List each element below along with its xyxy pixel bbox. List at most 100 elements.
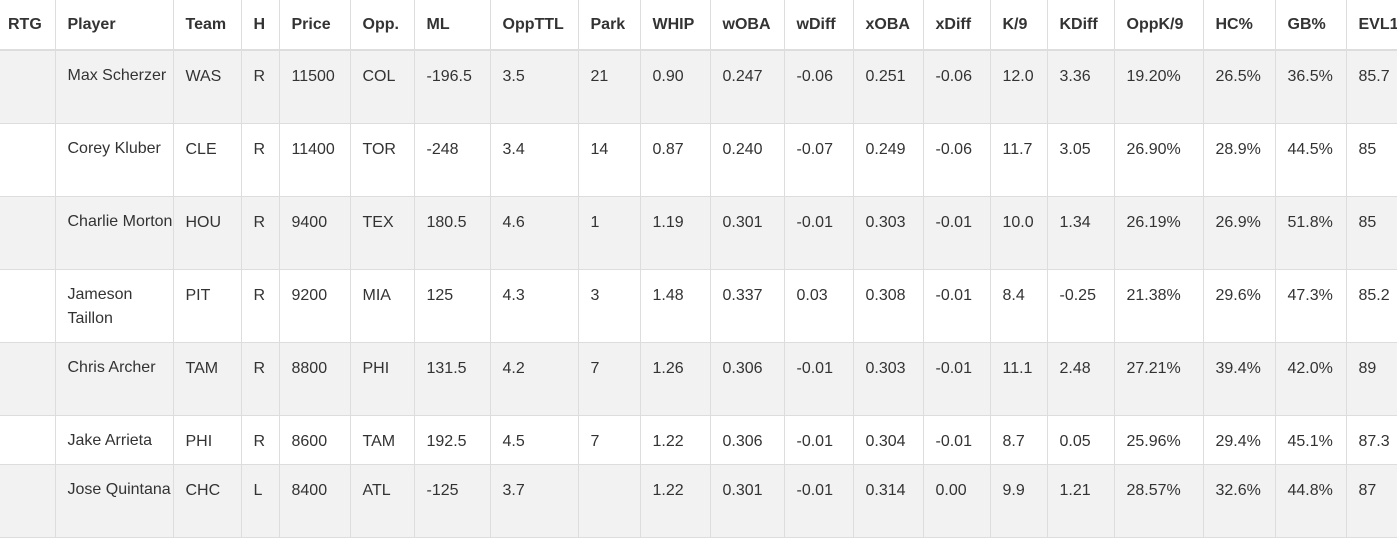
column-header-team[interactable]: Team: [173, 0, 242, 51]
column-header-player[interactable]: Player: [55, 0, 174, 51]
cell-whip: 1.19: [640, 196, 711, 270]
cell-rtg: [0, 196, 56, 270]
cell-opp: TAM: [350, 415, 415, 465]
column-header-wdiff[interactable]: wDiff: [784, 0, 854, 51]
cell-player: Jake Arrieta: [55, 415, 174, 465]
cell-oppttl: 4.3: [490, 269, 579, 343]
cell-woba: 0.301: [710, 196, 785, 270]
column-header-xdiff[interactable]: xDiff: [923, 0, 991, 51]
cell-k9: 12.0: [990, 50, 1048, 124]
cell-woba: 0.247: [710, 50, 785, 124]
cell-team: WAS: [173, 50, 242, 124]
column-header-xoba[interactable]: xOBA: [853, 0, 924, 51]
cell-team: CHC: [173, 464, 242, 538]
cell-k9: 8.4: [990, 269, 1048, 343]
cell-player: Jose Quintana: [55, 464, 174, 538]
cell-wdiff: -0.01: [784, 415, 854, 465]
cell-ml: -196.5: [414, 50, 491, 124]
column-header-opp[interactable]: Opp.: [350, 0, 415, 51]
cell-opp: TEX: [350, 196, 415, 270]
table-row[interactable]: Jameson Taillon PIT R 9200 MIA 125 4.3 3 1.48 0.3…: [0, 269, 1397, 343]
cell-hand: R: [241, 269, 280, 343]
cell-park: 3: [578, 269, 641, 343]
cell-rtg: [0, 464, 56, 538]
column-header-gb[interactable]: GB%: [1275, 0, 1347, 51]
cell-whip: 1.26: [640, 342, 711, 416]
cell-wdiff: 0.03: [784, 269, 854, 343]
table-row[interactable]: Charlie Morton HOU R 9400 TEX 180.5 4.6 1 1.19 0.…: [0, 196, 1397, 270]
cell-team: TAM: [173, 342, 242, 416]
cell-gb: 36.5%: [1275, 50, 1347, 124]
column-header-woba[interactable]: wOBA: [710, 0, 785, 51]
cell-evl: 85: [1346, 123, 1397, 197]
cell-hand: R: [241, 50, 280, 124]
cell-woba: 0.306: [710, 342, 785, 416]
cell-xdiff: 0.00: [923, 464, 991, 538]
cell-xdiff: -0.06: [923, 123, 991, 197]
cell-oppk9: 21.38%: [1114, 269, 1204, 343]
cell-opp: ATL: [350, 464, 415, 538]
cell-evl: 85: [1346, 196, 1397, 270]
column-header-whip[interactable]: WHIP: [640, 0, 711, 51]
cell-park: [578, 464, 641, 538]
cell-team: PHI: [173, 415, 242, 465]
cell-wdiff: -0.06: [784, 50, 854, 124]
column-header-hc[interactable]: HC%: [1203, 0, 1276, 51]
column-header-park[interactable]: Park: [578, 0, 641, 51]
column-header-oppk9[interactable]: OppK/9: [1114, 0, 1204, 51]
cell-rtg: [0, 123, 56, 197]
cell-wdiff: -0.01: [784, 342, 854, 416]
cell-k9: 9.9: [990, 464, 1048, 538]
column-header-oppttl[interactable]: OppTTL: [490, 0, 579, 51]
cell-opp: PHI: [350, 342, 415, 416]
cell-player: Chris Archer: [55, 342, 174, 416]
cell-oppk9: 28.57%: [1114, 464, 1204, 538]
cell-rtg: [0, 50, 56, 124]
cell-opp: TOR: [350, 123, 415, 197]
table-row[interactable]: Chris Archer TAM R 8800 PHI 131.5 4.2 7 1.26 0.30…: [0, 342, 1397, 416]
cell-ml: 125: [414, 269, 491, 343]
table-row[interactable]: Jose Quintana CHC L 8400 ATL -125 3.7 1.22 0.301…: [0, 464, 1397, 538]
cell-team: CLE: [173, 123, 242, 197]
cell-oppttl: 3.7: [490, 464, 579, 538]
cell-ml: 131.5: [414, 342, 491, 416]
cell-park: 21: [578, 50, 641, 124]
cell-evl: 87.3: [1346, 415, 1397, 465]
cell-kdiff: 1.21: [1047, 464, 1115, 538]
table-row[interactable]: Max Scherzer WAS R 11500 COL -196.5 3.5 21 0.90 0…: [0, 50, 1397, 124]
column-header-rtg[interactable]: RTG: [0, 0, 56, 51]
cell-kdiff: -0.25: [1047, 269, 1115, 343]
cell-oppttl: 3.5: [490, 50, 579, 124]
column-header-evl[interactable]: EVL1: [1346, 0, 1397, 51]
column-header-ml[interactable]: ML: [414, 0, 491, 51]
column-header-hand[interactable]: H: [241, 0, 280, 51]
column-header-kdiff[interactable]: KDiff: [1047, 0, 1115, 51]
cell-oppk9: 25.96%: [1114, 415, 1204, 465]
cell-evl: 85.2: [1346, 269, 1397, 343]
cell-k9: 10.0: [990, 196, 1048, 270]
column-header-price[interactable]: Price: [279, 0, 351, 51]
table-row[interactable]: Jake Arrieta PHI R 8600 TAM 192.5 4.5 7 1.22 0.30…: [0, 415, 1397, 465]
cell-xdiff: -0.01: [923, 415, 991, 465]
cell-oppttl: 4.6: [490, 196, 579, 270]
cell-whip: 0.87: [640, 123, 711, 197]
cell-price: 8600: [279, 415, 351, 465]
cell-k9: 11.7: [990, 123, 1048, 197]
column-header-k9[interactable]: K/9: [990, 0, 1048, 51]
cell-gb: 42.0%: [1275, 342, 1347, 416]
cell-price: 9400: [279, 196, 351, 270]
cell-player: Charlie Morton: [55, 196, 174, 270]
cell-oppk9: 26.19%: [1114, 196, 1204, 270]
cell-gb: 45.1%: [1275, 415, 1347, 465]
cell-price: 11400: [279, 123, 351, 197]
cell-kdiff: 2.48: [1047, 342, 1115, 416]
cell-gb: 44.8%: [1275, 464, 1347, 538]
cell-woba: 0.301: [710, 464, 785, 538]
table-row[interactable]: Corey Kluber CLE R 11400 TOR -248 3.4 14 0.87 0.2…: [0, 123, 1397, 197]
cell-whip: 1.22: [640, 464, 711, 538]
cell-hand: L: [241, 464, 280, 538]
cell-hc: 32.6%: [1203, 464, 1276, 538]
cell-hc: 29.6%: [1203, 269, 1276, 343]
cell-ml: -125: [414, 464, 491, 538]
cell-park: 14: [578, 123, 641, 197]
